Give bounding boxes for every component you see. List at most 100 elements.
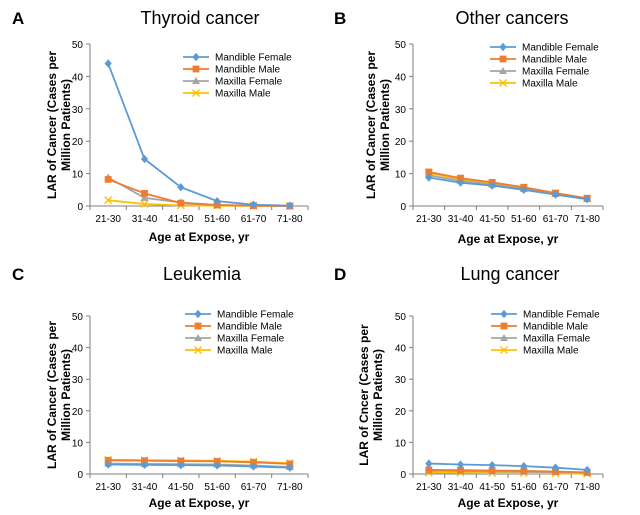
legend-marker — [194, 322, 202, 330]
y-tick-label: 20 — [72, 407, 84, 418]
data-point-stroke — [104, 196, 113, 205]
panel-letter: A — [12, 9, 24, 28]
data-point — [520, 185, 528, 194]
chart-title: Thyroid cancer — [140, 8, 259, 28]
data-point — [104, 176, 112, 183]
y-tick-label: 0 — [77, 202, 83, 213]
y-tick-label: 50 — [72, 40, 84, 51]
data-point — [488, 460, 496, 470]
data-point — [520, 461, 528, 471]
legend-label: Mandible Male — [522, 55, 587, 66]
x-tick-label: 41-50 — [168, 214, 194, 225]
legend-marker — [500, 334, 508, 341]
data-point — [286, 463, 294, 472]
panel-letter: C — [12, 265, 24, 284]
x-tick-label: 31-40 — [132, 214, 158, 225]
chart-panel-d: D Lung cancer 0 10 20 30 40 50 21-30 31-40 41-50 51… — [334, 264, 604, 510]
y-tick-label: 50 — [395, 40, 407, 51]
legend-marker — [499, 79, 507, 87]
legend-marker — [194, 309, 202, 319]
x-tick-label: 61-70 — [543, 482, 569, 493]
data-point — [177, 460, 185, 470]
legend-label: Mandible Female — [523, 310, 600, 321]
legend-marker — [500, 346, 508, 354]
y-axis-label-line: Million Patients) — [371, 349, 385, 441]
x-axis-label: Age at Expose, yr — [458, 496, 559, 510]
chart-panel-a: A Thyroid cancer 0 10 20 30 40 50 21-30 31-40 41-5… — [12, 8, 309, 244]
data-point — [140, 154, 149, 164]
data-point — [425, 459, 433, 468]
legend-label: Maxilla Male — [523, 346, 579, 357]
legend-label: Mandible Male — [523, 322, 588, 333]
data-point — [213, 461, 221, 470]
y-axis-label-line: LAR of Cancer (Cases per — [45, 321, 59, 469]
data-point — [457, 174, 464, 182]
data-point — [456, 178, 465, 187]
x-tick-label: 41-50 — [168, 482, 194, 493]
data-point — [551, 463, 560, 472]
x-tick-label: 41-50 — [479, 214, 505, 225]
legend-label: Maxilla Male — [522, 79, 578, 90]
legend-marker — [192, 77, 200, 84]
series-line — [107, 176, 290, 207]
y-tick-label: 20 — [72, 137, 84, 148]
legend-marker — [499, 42, 507, 52]
data-point — [425, 168, 433, 176]
series-line — [428, 176, 588, 201]
y-tick-label: 10 — [395, 170, 407, 181]
data-point — [488, 467, 496, 474]
y-tick-label: 20 — [395, 407, 407, 418]
x-tick-label: 21-30 — [416, 482, 442, 493]
legend-marker — [192, 65, 200, 73]
chart-title: Other cancers — [455, 8, 568, 28]
y-tick-label: 30 — [72, 375, 84, 386]
chart-title: Leukemia — [163, 264, 242, 284]
data-point — [425, 173, 433, 182]
data-point — [488, 181, 496, 190]
data-point — [140, 200, 149, 209]
data-point — [104, 59, 112, 68]
x-tick-label: 61-70 — [241, 482, 267, 493]
legend-marker — [194, 334, 202, 341]
data-point — [140, 460, 149, 470]
series-line — [428, 171, 588, 200]
data-point — [249, 462, 258, 471]
y-tick-label: 30 — [395, 105, 407, 116]
x-tick-label: 71-80 — [277, 214, 303, 225]
y-axis-label-line: Million Patients) — [59, 349, 73, 441]
y-tick-label: 30 — [72, 105, 84, 116]
y-tick-label: 10 — [395, 438, 407, 449]
data-point — [104, 196, 113, 205]
legend-marker-stroke — [194, 346, 202, 354]
series-line — [108, 459, 290, 465]
y-tick-label: 40 — [395, 344, 407, 355]
chart-title: Lung cancer — [460, 264, 559, 284]
y-tick-label: 0 — [400, 202, 406, 213]
legend-marker — [499, 67, 507, 74]
data-point — [141, 189, 148, 197]
x-tick-label: 71-80 — [277, 482, 303, 493]
panel-letter: B — [334, 9, 346, 28]
legend-label: Mandible Female — [217, 310, 294, 321]
y-axis-label-line: Million Patients) — [59, 79, 73, 171]
data-point — [583, 465, 591, 475]
data-point — [177, 199, 185, 207]
data-point — [286, 201, 294, 210]
legend-label: Mandible Female — [522, 43, 599, 54]
y-tick-label: 10 — [72, 438, 84, 449]
y-axis-label: LAR of Cancer (Cases per Million Patients… — [364, 51, 392, 199]
x-tick-label: 61-70 — [543, 214, 569, 225]
x-tick-label: 71-80 — [574, 482, 600, 493]
legend-marker — [192, 52, 200, 62]
x-axis-label: Age at Expose, yr — [458, 232, 559, 246]
legend-label: Mandible Male — [217, 322, 282, 333]
data-point — [583, 194, 591, 204]
y-tick-label: 40 — [395, 72, 407, 83]
x-tick-label: 51-60 — [511, 482, 537, 493]
y-tick-label: 20 — [395, 137, 407, 148]
y-tick-label: 10 — [72, 170, 84, 181]
data-point — [249, 200, 258, 209]
y-axis-label-line: LAR of Cancer (Cases per — [364, 51, 378, 199]
